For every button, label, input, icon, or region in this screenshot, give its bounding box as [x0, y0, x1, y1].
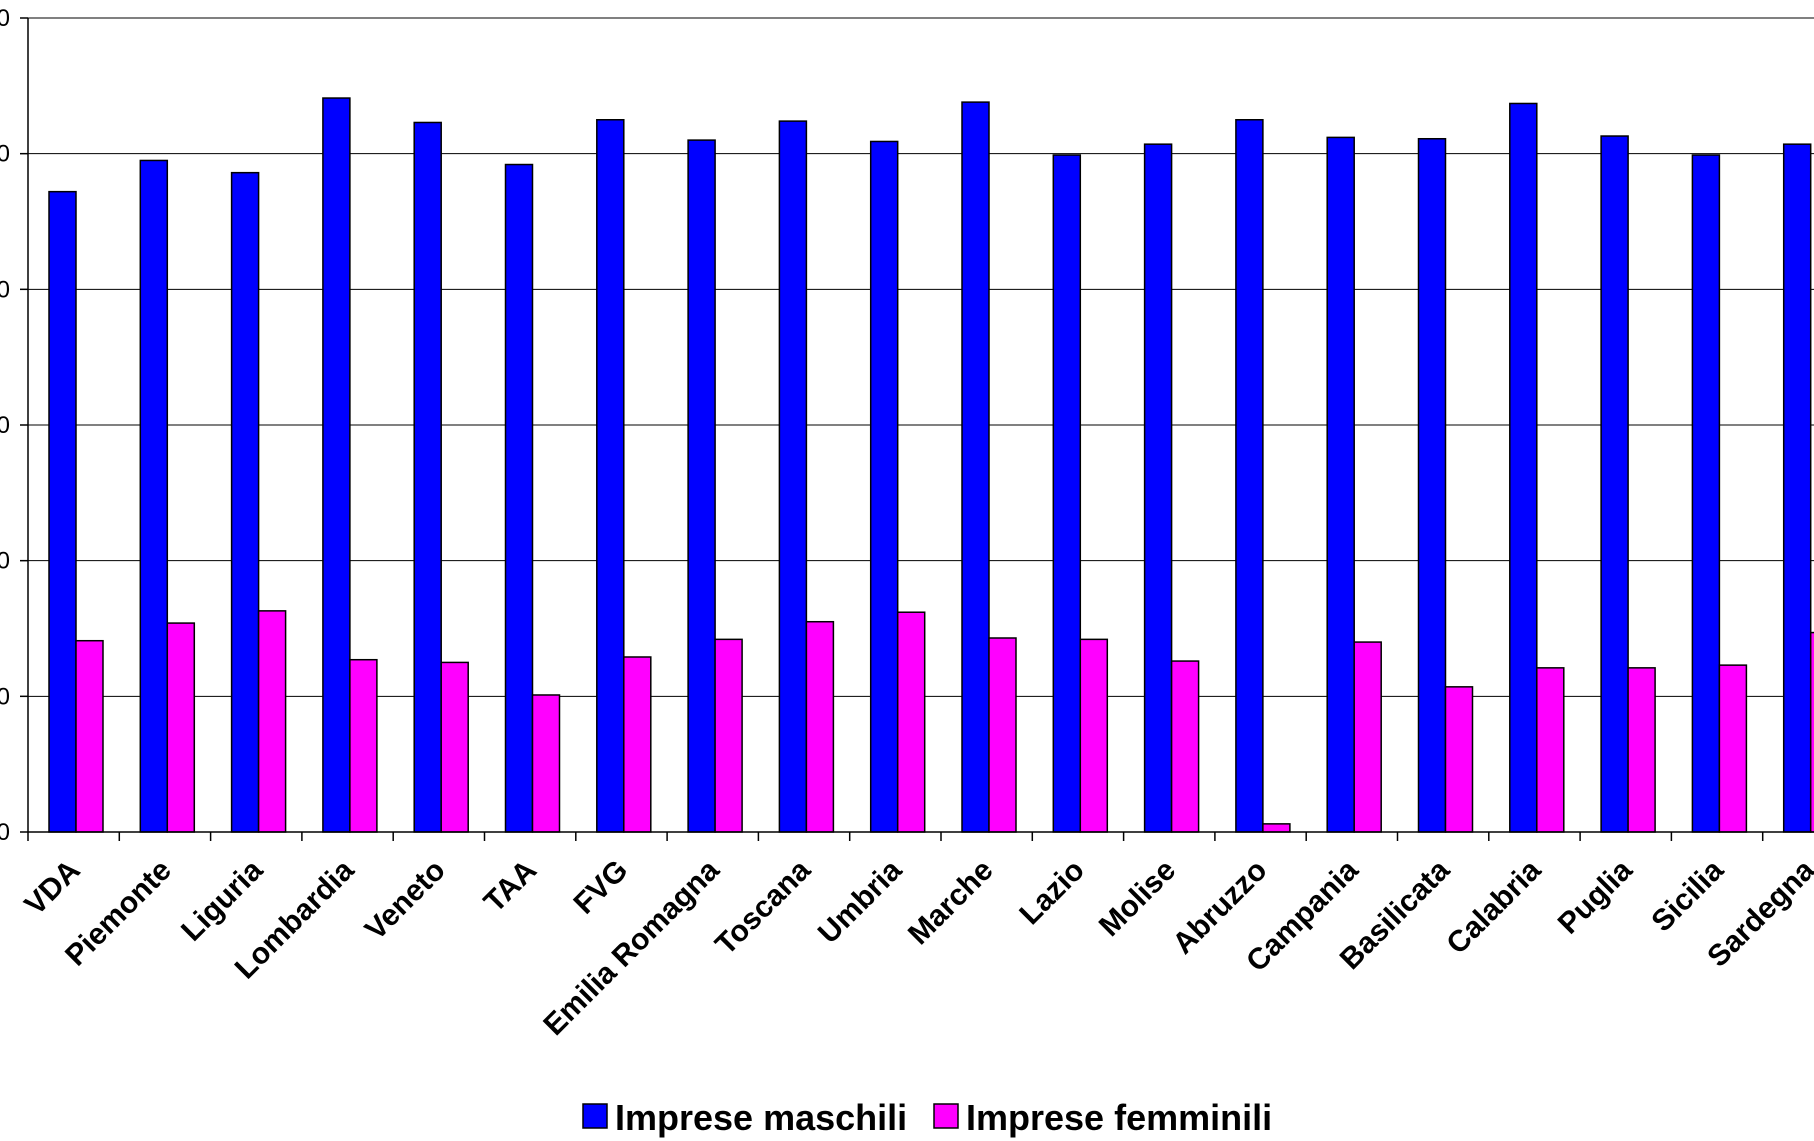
bar-femminili-15 — [1444, 686, 1474, 833]
bar-femminili-8 — [805, 620, 835, 833]
category-label-2: Liguria — [175, 853, 269, 947]
bar-maschili-9 — [869, 140, 899, 833]
y-tick-label: 0 — [0, 141, 10, 168]
category-label-0: VDA — [18, 854, 86, 922]
bar-femminili-3 — [349, 658, 378, 833]
bar-femminili-6 — [623, 656, 652, 833]
bar-maschili-5 — [504, 163, 534, 833]
y-tick-label: 0 — [0, 276, 10, 303]
bar-femminili-12 — [1170, 660, 1200, 833]
bar-maschili-12 — [1143, 143, 1173, 833]
bar-maschili-7 — [687, 139, 716, 833]
bar-femminili-14 — [1353, 641, 1382, 833]
axes — [20, 17, 1814, 841]
bars — [48, 97, 1814, 833]
y-tick-label: 0 — [0, 412, 10, 439]
legend-label-maschili: Imprese maschili — [615, 1097, 907, 1138]
bar-maschili-0 — [48, 190, 77, 833]
bar-femminili-18 — [1718, 664, 1748, 833]
bar-maschili-18 — [1691, 154, 1721, 833]
bar-femminili-10 — [988, 637, 1017, 833]
bar-femminili-13 — [1262, 823, 1291, 833]
gridlines — [28, 17, 1814, 697]
bar-femminili-0 — [75, 639, 104, 833]
legend-swatch-femminili — [933, 1103, 959, 1129]
bar-maschili-10 — [961, 101, 990, 833]
bar-maschili-17 — [1600, 135, 1629, 833]
category-label-11: Lazio — [1013, 854, 1091, 932]
bar-maschili-8 — [778, 120, 808, 833]
bar-maschili-16 — [1509, 102, 1538, 833]
legend-swatch-maschili — [582, 1103, 608, 1129]
bar-femminili-9 — [896, 611, 926, 833]
bar-maschili-14 — [1326, 136, 1355, 833]
category-label-6: FVG — [567, 854, 634, 921]
category-label-17: Puglia — [1552, 853, 1639, 940]
bar-maschili-13 — [1235, 119, 1264, 833]
bar-femminili-4 — [440, 661, 469, 833]
bar-maschili-2 — [230, 171, 260, 833]
bar-maschili-6 — [596, 119, 625, 833]
bar-femminili-7 — [714, 638, 743, 833]
category-label-10: Marche — [902, 854, 1000, 952]
category-label-7: Emilia Romagna — [537, 853, 726, 1042]
bar-maschili-3 — [322, 97, 351, 833]
category-label-5: TAA — [478, 854, 543, 919]
category-label-8: Toscana — [709, 853, 817, 961]
bar-maschili-15 — [1417, 137, 1447, 833]
legend-label-femminili: Imprese femminili — [966, 1097, 1272, 1138]
y-tick-labels: 0 0 0 0 0 0 0 — [0, 5, 10, 846]
bar-femminili-1 — [166, 622, 196, 833]
category-label-16: Calabria — [1440, 853, 1547, 960]
y-tick-label: 0 — [0, 683, 10, 710]
bar-maschili-19 — [1782, 143, 1812, 833]
y-tick-label: 0 — [0, 548, 10, 575]
bar-maschili-4 — [413, 121, 442, 833]
category-label-18: Sicilia — [1645, 853, 1730, 938]
category-label-12: Molise — [1093, 854, 1182, 943]
legend: Imprese maschili Imprese femminili — [582, 1097, 1272, 1138]
bar-femminili-17 — [1627, 667, 1656, 833]
y-tick-label: 0 — [0, 5, 10, 32]
category-label-4: Veneto — [359, 854, 452, 947]
bar-maschili-1 — [139, 159, 169, 833]
bar-femminili-19 — [1809, 631, 1814, 833]
bar-femminili-11 — [1079, 638, 1109, 833]
bar-maschili-11 — [1052, 154, 1082, 833]
category-label-9: Umbria — [812, 853, 909, 950]
bar-femminili-16 — [1536, 667, 1565, 833]
bar-femminili-2 — [257, 610, 287, 833]
y-tick-label: 0 — [0, 819, 10, 846]
bar-femminili-5 — [531, 694, 561, 833]
